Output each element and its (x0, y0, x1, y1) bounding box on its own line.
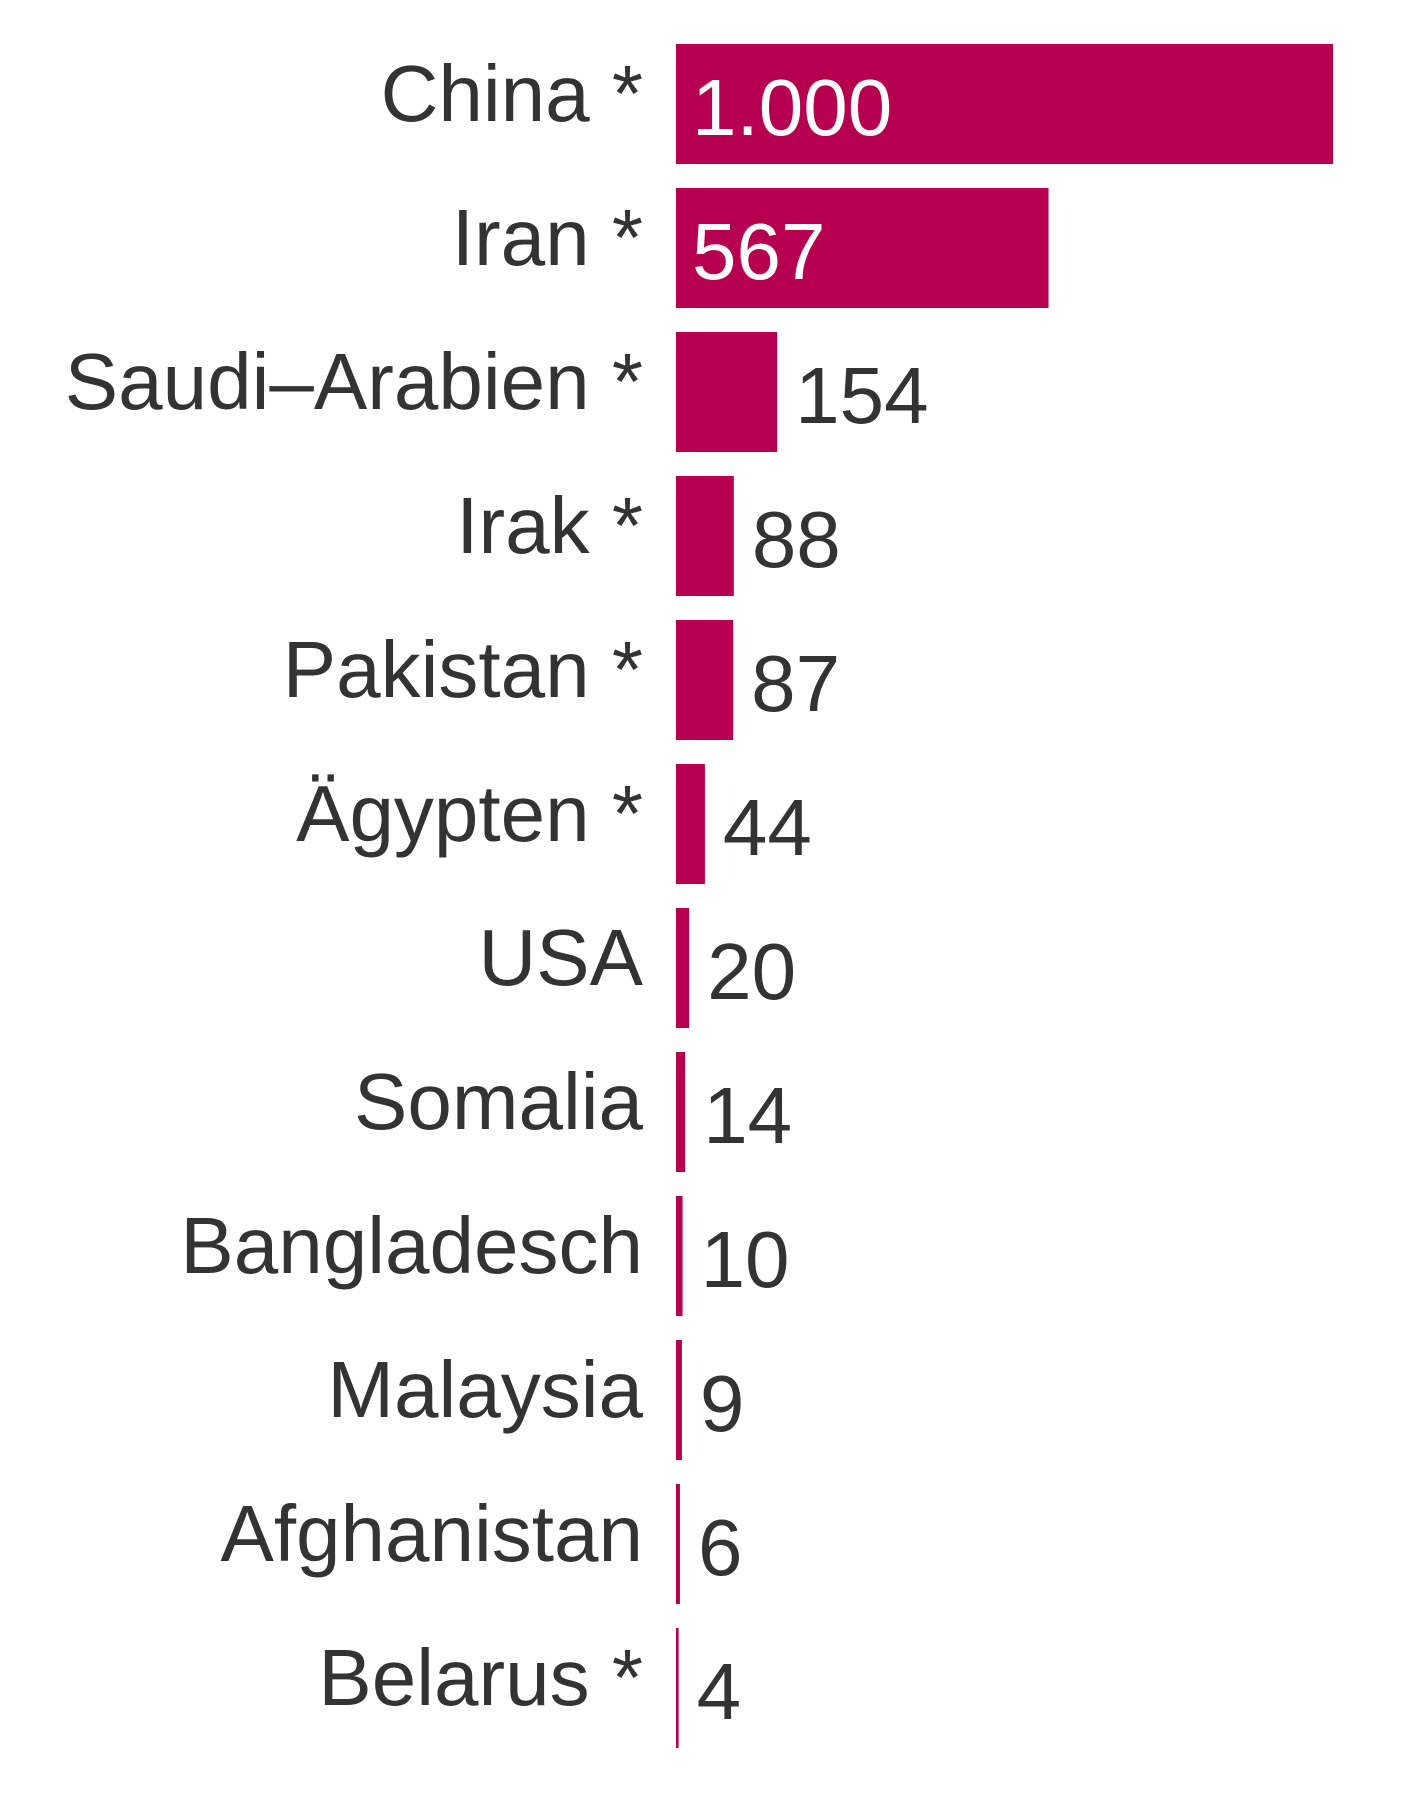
category-label: Afghanistan (220, 1489, 643, 1578)
category-label: Iran * (452, 193, 643, 282)
bar (676, 1052, 686, 1172)
category-label: USA (479, 913, 644, 1002)
value-label: 88 (752, 495, 841, 584)
bar (676, 908, 690, 1028)
bar (676, 188, 1049, 308)
value-label: 44 (723, 783, 812, 872)
category-label: Somalia (354, 1057, 644, 1146)
bar (676, 620, 734, 740)
value-label: 567 (692, 207, 825, 296)
value-label: 1.000 (692, 63, 892, 152)
bar (676, 764, 705, 884)
category-label: Irak * (456, 481, 643, 570)
category-label: China * (381, 49, 643, 138)
value-label: 154 (795, 351, 928, 440)
category-label: Pakistan * (283, 625, 643, 714)
value-label: 4 (697, 1647, 742, 1736)
category-label: Malaysia (327, 1345, 643, 1434)
bar (676, 332, 778, 452)
value-label: 87 (751, 639, 840, 728)
bar (676, 1196, 683, 1316)
bar (676, 1628, 679, 1748)
value-label: 20 (707, 927, 796, 1016)
bar (676, 44, 1333, 164)
value-label: 10 (701, 1215, 790, 1304)
bar (676, 1484, 680, 1604)
value-label: 14 (703, 1071, 792, 1160)
category-label: Bangladesch (180, 1201, 643, 1290)
category-label: Saudi–Arabien * (65, 337, 643, 426)
value-label: 6 (698, 1503, 743, 1592)
category-label: Ägypten * (296, 769, 643, 858)
bar (676, 1340, 682, 1460)
bar (676, 476, 734, 596)
value-label: 9 (700, 1359, 745, 1448)
category-label: Belarus * (318, 1633, 643, 1722)
